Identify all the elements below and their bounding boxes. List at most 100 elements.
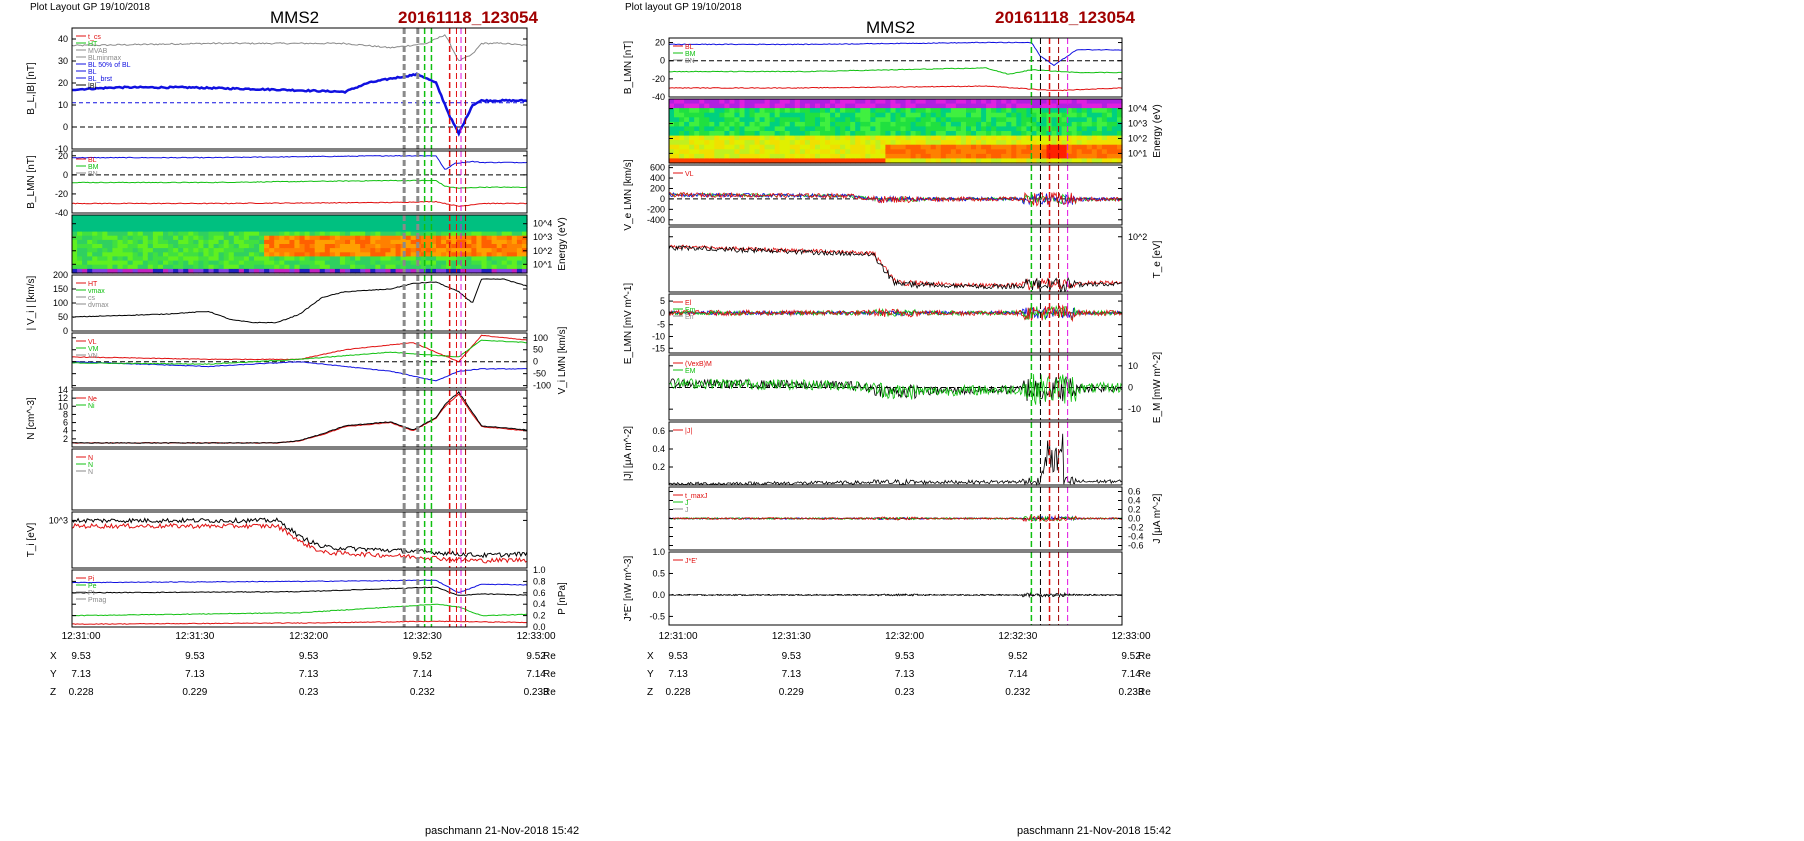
spectrogram-cell <box>971 121 977 128</box>
spectrogram-cell <box>259 219 265 224</box>
spectrogram-cell <box>380 227 387 233</box>
spectrogram-cell <box>875 131 881 137</box>
panel-frame <box>668 421 1123 486</box>
orbit-value: 0.228 <box>69 687 94 698</box>
spectrogram-cell <box>779 135 786 141</box>
spectrogram-cell <box>724 103 730 109</box>
spectrogram-cell <box>1031 158 1037 164</box>
spectrogram-cell <box>694 149 700 155</box>
spectrogram-cell <box>1006 131 1012 137</box>
spectrogram-cell <box>684 112 690 118</box>
spectrogram-cell <box>910 117 917 123</box>
spectrogram-cell <box>132 215 139 220</box>
time-tick-label: 12:31:30 <box>772 631 811 642</box>
spectrogram-cell <box>233 227 240 233</box>
spectrogram-cell <box>1071 153 1078 160</box>
spectrogram-cell <box>233 235 240 241</box>
spectrogram-cell <box>1046 103 1053 109</box>
spectrogram-cell <box>299 239 306 245</box>
spectrogram-cell <box>259 268 265 274</box>
series-line <box>71 339 528 365</box>
spectrogram-cell <box>1006 140 1012 146</box>
spectrogram-cell <box>461 231 467 237</box>
spectrogram-cell <box>1106 158 1113 164</box>
time-tick-label: 12:32:00 <box>289 631 328 642</box>
spectrogram-cell <box>466 223 472 228</box>
spectrogram-cell <box>254 264 260 270</box>
spectrogram-cell <box>122 239 129 245</box>
spectrogram-cell <box>1011 149 1017 155</box>
spectrogram-cell <box>405 260 412 266</box>
spectrogram-cell <box>436 248 442 253</box>
spectrogram-cell <box>163 231 169 237</box>
spectrogram-cell <box>1011 103 1017 109</box>
spectrogram-cell <box>1031 144 1037 150</box>
spectrogram-cell <box>1086 103 1093 109</box>
spectrogram-cell <box>1001 140 1007 146</box>
spectrogram-cell <box>324 235 331 241</box>
spectrogram-cell <box>1111 135 1118 141</box>
spectrogram-cell <box>1016 121 1022 128</box>
spectrogram-cell <box>1096 112 1103 118</box>
spectrogram-cell <box>213 215 220 220</box>
spectrogram-cell <box>360 268 366 274</box>
spectrogram-cell <box>674 131 680 137</box>
spectrogram-cell <box>1056 131 1063 137</box>
spectrogram-cell <box>825 140 831 146</box>
spectrogram-cell <box>799 158 806 164</box>
series-line <box>71 516 528 559</box>
spectrogram-cell <box>339 252 346 257</box>
spectrogram-cell <box>365 244 371 249</box>
spectrogram-cell <box>163 252 169 257</box>
spectrogram-cell <box>794 112 801 118</box>
spectrogram-cell <box>1066 158 1073 164</box>
spectrogram-cell <box>895 131 902 137</box>
spectrogram-cell <box>243 264 250 270</box>
spectrogram-cell <box>1101 126 1108 132</box>
spectrogram-cell <box>976 103 982 109</box>
spectrogram-cell <box>102 260 108 266</box>
spectrogram-cell <box>996 99 1002 105</box>
spectrogram-cell <box>309 268 316 274</box>
spectrogram-cell <box>1021 153 1027 160</box>
spectrogram-cell <box>809 99 816 105</box>
spectrogram-cell <box>491 231 498 237</box>
spectrogram-cell <box>334 223 341 228</box>
spectrogram-cell <box>1111 112 1118 118</box>
spectrogram-cell <box>248 260 255 266</box>
spectrogram-cell <box>820 131 826 137</box>
spectrogram-cell <box>996 108 1002 114</box>
spectrogram-cell <box>794 158 801 164</box>
spectrogram-cell <box>436 244 442 249</box>
spectrogram-cell <box>319 244 326 249</box>
spectrogram-cell <box>441 248 447 253</box>
spectrogram-cell <box>880 140 886 146</box>
spectrogram-cell <box>248 235 255 241</box>
spectrogram-cell <box>243 244 250 249</box>
spectrogram-cell <box>1066 112 1073 118</box>
spectrogram-cell <box>950 149 957 155</box>
spectrogram-cell <box>689 131 695 137</box>
spectrogram-cell <box>228 219 235 224</box>
y-tick-label: 0.6 <box>533 588 546 598</box>
spectrogram-cell <box>885 99 891 105</box>
spectrogram-cell <box>890 149 897 155</box>
spectrogram-cell <box>1101 131 1108 137</box>
spectrogram-cell <box>430 223 437 228</box>
spectrogram-cell <box>486 223 493 228</box>
spectrogram-cell <box>804 131 811 137</box>
spectrogram-cell <box>684 108 690 114</box>
spectrogram-cell <box>1016 112 1022 118</box>
spectrogram-cell <box>739 103 746 109</box>
spectrogram-cell <box>375 239 381 245</box>
spectrogram-cell <box>248 268 255 274</box>
spectrogram-cell <box>380 239 387 245</box>
spectrogram-cell <box>299 248 306 253</box>
spectrogram-cell <box>152 227 159 233</box>
spectrogram-cell <box>764 135 771 141</box>
spectrogram-cell <box>496 235 503 241</box>
spectrogram-cell <box>1001 153 1007 160</box>
spectrogram-cell <box>163 260 169 266</box>
spectrogram-cell <box>940 135 947 141</box>
